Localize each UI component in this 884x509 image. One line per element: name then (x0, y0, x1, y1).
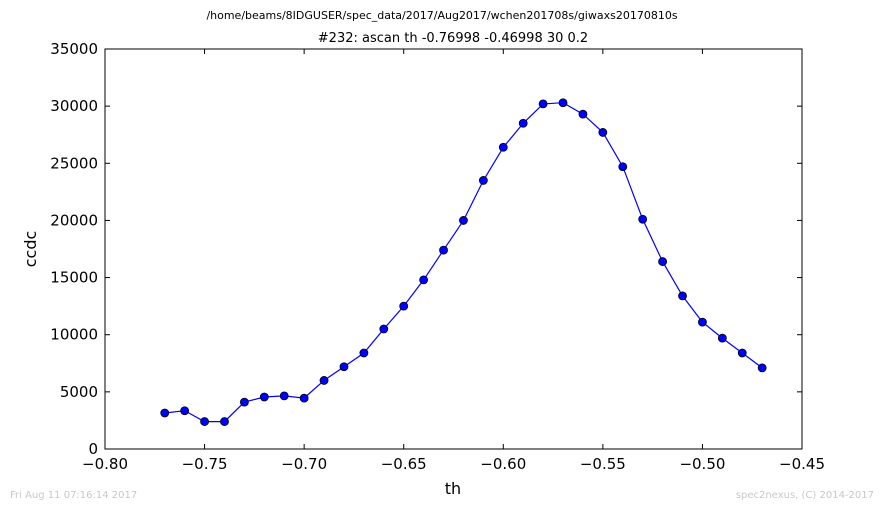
chart-suptitle: /home/beams/8IDGUSER/spec_data/2017/Aug2… (206, 9, 677, 22)
y-tick-label: 25000 (50, 154, 98, 172)
footer-timestamp: Fri Aug 11 07:16:14 2017 (10, 490, 138, 501)
data-point (239, 397, 249, 407)
data-point (478, 176, 488, 185)
data-point (518, 118, 528, 128)
x-tick-label: −0.80 (82, 455, 128, 473)
x-tick-label: −0.55 (580, 455, 626, 473)
data-point (678, 291, 687, 301)
data-point (279, 391, 289, 401)
y-tick-label: 5000 (60, 383, 98, 401)
data-point (558, 98, 568, 108)
x-tick-label: −0.45 (779, 455, 825, 473)
x-tick-label: −0.70 (281, 455, 327, 473)
data-point (439, 245, 448, 255)
series-line (164, 102, 763, 423)
data-point (578, 109, 588, 119)
data-point (598, 128, 608, 137)
y-axis-label: ccdc (21, 231, 40, 268)
data-point (658, 257, 667, 266)
x-tick-label: −0.50 (679, 455, 725, 473)
data-point (618, 162, 628, 172)
chart-title: #232: ascan th -0.76998 -0.46998 30 0.2 (318, 31, 588, 46)
data-point (259, 392, 269, 402)
data-point (419, 275, 429, 285)
x-tick-label: −0.60 (480, 455, 526, 473)
plot-area: −0.80 −0.75 −0.70 −0.65 −0.60 −0.55 −0.50 −0.45… (50, 40, 825, 473)
data-point (459, 216, 468, 225)
data-point (538, 99, 548, 109)
data-point (737, 348, 747, 358)
data-point (379, 324, 389, 334)
x-tick-label: −0.65 (381, 455, 427, 473)
data-point (498, 142, 508, 152)
y-tick-label: 20000 (50, 211, 98, 229)
data-point (319, 376, 329, 385)
data-point (698, 317, 707, 327)
y-tick-label: 0 (88, 440, 98, 458)
data-point (180, 406, 190, 416)
y-tick-label: 15000 (50, 269, 98, 287)
data-point (638, 214, 648, 224)
y-tick-label: 10000 (50, 326, 98, 344)
data-point (359, 348, 369, 358)
x-axis-label: th (445, 479, 461, 498)
data-point (717, 333, 727, 343)
data-point (757, 363, 767, 373)
y-tick-label: 30000 (50, 97, 98, 115)
x-tick-label: −0.75 (182, 455, 228, 473)
data-point (399, 301, 409, 311)
data-point (299, 393, 309, 403)
plot-frame (104, 48, 803, 450)
y-tick-label: 35000 (50, 40, 98, 58)
footer-credit: spec2nexus, (C) 2014-2017 (735, 490, 874, 501)
data-point (160, 408, 170, 418)
data-point (200, 417, 209, 426)
data-point (220, 417, 229, 426)
data-point (339, 362, 349, 372)
